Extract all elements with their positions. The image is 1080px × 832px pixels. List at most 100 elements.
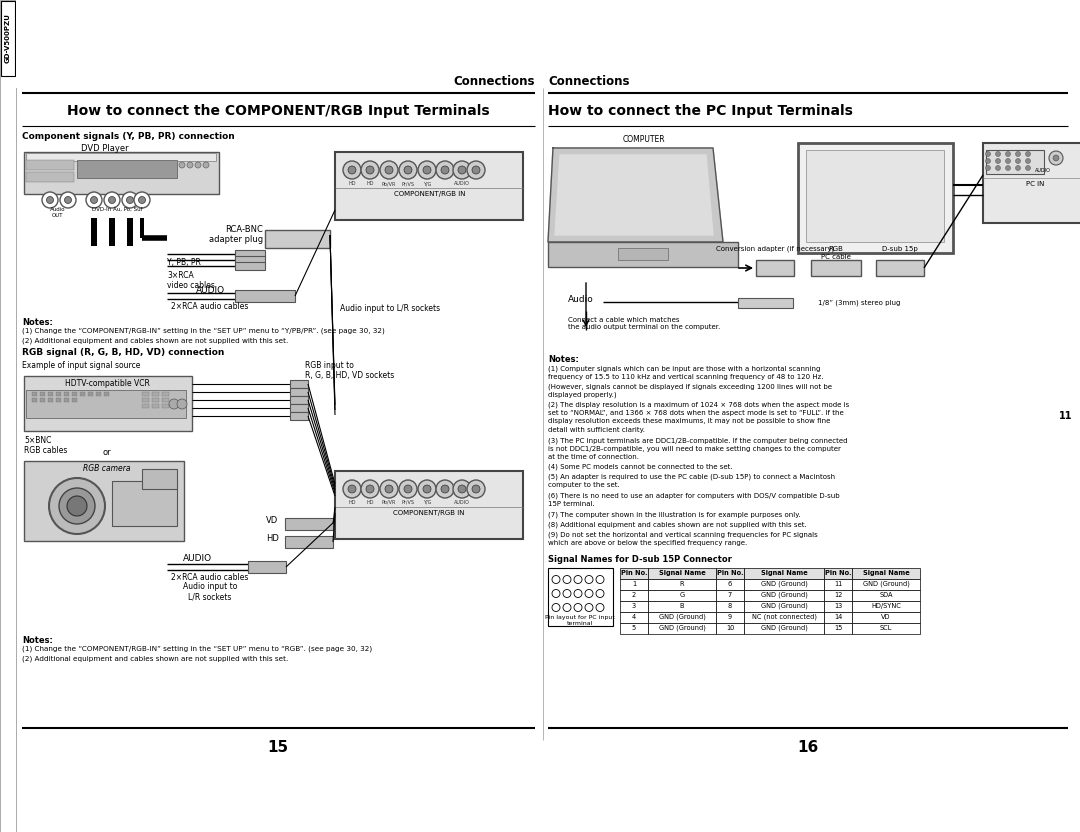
Polygon shape (548, 148, 723, 242)
Text: HD: HD (348, 500, 355, 505)
Text: VD: VD (881, 614, 891, 620)
Bar (0, 0, 16, 832)
Text: 12: 12 (834, 592, 842, 598)
Bar (620, 622, 648, 633)
Text: 6: 6 (728, 581, 732, 587)
Circle shape (467, 480, 485, 498)
Text: 3×RCA
video cables: 3×RCA video cables (167, 271, 215, 290)
Text: (4) Some PC models cannot be connected to the set.: (4) Some PC models cannot be connected t… (548, 464, 732, 471)
Circle shape (404, 485, 411, 493)
Text: Signal Name: Signal Name (659, 570, 705, 576)
Circle shape (585, 590, 593, 597)
Text: HD/SYNC: HD/SYNC (872, 603, 901, 609)
Text: Conversion adapter (if necessary): Conversion adapter (if necessary) (716, 246, 834, 252)
Text: or: or (103, 448, 111, 457)
Text: Signal Names for D-sub 15P Connector: Signal Names for D-sub 15P Connector (548, 554, 732, 563)
Text: SCL: SCL (880, 625, 892, 631)
Bar (716, 567, 744, 578)
Bar (291, 380, 308, 388)
Circle shape (86, 192, 102, 208)
Bar (162, 398, 168, 402)
Bar (620, 567, 648, 578)
Text: 10: 10 (726, 625, 734, 631)
Bar (127, 218, 133, 246)
Text: Pin No.: Pin No. (825, 570, 851, 576)
Polygon shape (161, 233, 173, 243)
Bar (24, 152, 219, 194)
Text: Notes:: Notes: (548, 355, 579, 364)
Text: 5×BNC
RGB cables: 5×BNC RGB cables (24, 436, 67, 455)
Bar (852, 601, 920, 612)
Text: 5: 5 (632, 625, 636, 631)
Circle shape (404, 166, 411, 174)
Circle shape (552, 603, 561, 612)
Text: 2: 2 (632, 592, 636, 598)
Text: (7) The computer shown in the illustration is for example purposes only.: (7) The computer shown in the illustrati… (548, 511, 800, 518)
Circle shape (996, 159, 1000, 164)
Text: RGB input to
R, G, B, HD, VD sockets: RGB input to R, G, B, HD, VD sockets (305, 361, 394, 380)
Bar (16, 0, 1080, 88)
Circle shape (1015, 159, 1021, 164)
Circle shape (343, 480, 361, 498)
Text: AUDIO: AUDIO (454, 500, 470, 505)
Bar (824, 622, 852, 633)
Bar (824, 601, 852, 612)
Bar (141, 392, 149, 396)
Text: HD: HD (366, 500, 374, 505)
Bar (824, 578, 852, 590)
Text: 4: 4 (632, 614, 636, 620)
Bar (64, 392, 69, 396)
Text: which are above or below the specified frequency range.: which are above or below the specified f… (548, 539, 747, 546)
Text: GD-V500PZU: GD-V500PZU (5, 13, 11, 63)
Circle shape (380, 480, 399, 498)
Circle shape (65, 196, 71, 204)
Circle shape (552, 576, 561, 583)
Text: 11: 11 (1058, 411, 1072, 421)
Bar (152, 392, 159, 396)
Text: (However, signals cannot be displayed if signals exceeding 1200 lines will not b: (However, signals cannot be displayed if… (548, 383, 832, 389)
Bar (620, 601, 648, 612)
Text: set to “NORMAL”, and 1366 × 768 dots when the aspect mode is set to “FULL”. If t: set to “NORMAL”, and 1366 × 768 dots whe… (548, 410, 843, 416)
Circle shape (138, 196, 146, 204)
Bar (87, 392, 93, 396)
Bar (986, 150, 1044, 174)
Circle shape (108, 196, 116, 204)
Polygon shape (106, 248, 118, 258)
Bar (983, 143, 1080, 223)
Polygon shape (555, 155, 713, 235)
Text: GND (Ground): GND (Ground) (760, 581, 808, 587)
Text: RGB: RGB (828, 246, 843, 252)
Text: Y, PB, PR: Y, PB, PR (167, 258, 201, 267)
Text: Signal Name: Signal Name (760, 570, 808, 576)
Circle shape (179, 162, 185, 168)
Polygon shape (124, 248, 136, 258)
Text: 15: 15 (834, 625, 842, 631)
Circle shape (472, 485, 480, 493)
Circle shape (563, 576, 571, 583)
Bar (744, 578, 824, 590)
Circle shape (384, 485, 393, 493)
Bar (64, 398, 69, 402)
Bar (80, 392, 85, 396)
Circle shape (1026, 159, 1030, 164)
Circle shape (46, 196, 54, 204)
Bar (265, 230, 330, 248)
Text: DVD-In Au, Po, Suf: DVD-In Au, Po, Suf (92, 207, 143, 212)
Bar (141, 398, 149, 402)
Text: 2×RCA audio cables: 2×RCA audio cables (172, 573, 248, 582)
Bar (72, 392, 77, 396)
Text: How to connect the COMPONENT/RGB Input Terminals: How to connect the COMPONENT/RGB Input T… (67, 104, 489, 118)
Bar (112, 481, 177, 526)
Text: (1) Change the “COMPONENT/RGB-IN” setting in the “SET UP” menu to “RGB”. (see pa: (1) Change the “COMPONENT/RGB-IN” settin… (22, 646, 373, 652)
Bar (744, 612, 824, 622)
Circle shape (458, 166, 465, 174)
Bar (618, 248, 669, 260)
Text: Audio
OUT: Audio OUT (50, 207, 66, 218)
Circle shape (187, 162, 193, 168)
Text: Notes:: Notes: (22, 636, 53, 645)
Text: HD: HD (366, 181, 374, 186)
Bar (1, 1, 15, 76)
Bar (852, 567, 920, 578)
Text: 7: 7 (728, 592, 732, 598)
Text: G: G (679, 592, 685, 598)
